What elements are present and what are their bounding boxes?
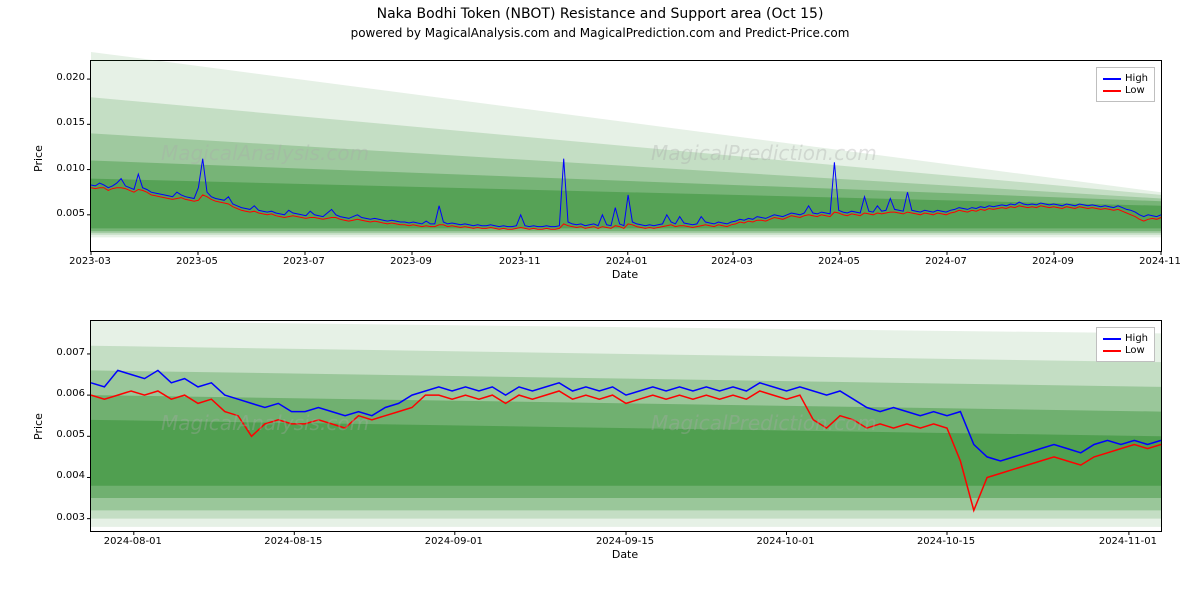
- legend-item-low: Low: [1103, 345, 1148, 356]
- chart-2-svg: [91, 321, 1161, 531]
- xtick-label: 2024-09: [1018, 256, 1088, 267]
- ytick-label: 0.005: [45, 429, 85, 440]
- xtick-label: 2024-08-01: [98, 536, 168, 547]
- ytick-label: 0.010: [45, 163, 85, 174]
- chart-1-xlabel: Date: [90, 268, 1160, 281]
- chart-2-plot-area: MagicalAnalysis.com MagicalPrediction.co…: [90, 320, 1162, 532]
- chart-1-legend: High Low: [1096, 67, 1155, 102]
- xtick-label: 2023-03: [55, 256, 125, 267]
- xtick-label: 2024-05: [804, 256, 874, 267]
- xtick-label: 2024-01: [592, 256, 662, 267]
- xtick-label: 2024-11: [1125, 256, 1195, 267]
- ytick-label: 0.020: [45, 72, 85, 83]
- chart-subtitle: powered by MagicalAnalysis.com and Magic…: [0, 26, 1200, 40]
- legend-item-high: High: [1103, 73, 1148, 84]
- legend-item-low: Low: [1103, 85, 1148, 96]
- xtick-label: 2024-10-15: [911, 536, 981, 547]
- xtick-label: 2023-05: [162, 256, 232, 267]
- xtick-label: 2024-11-01: [1093, 536, 1163, 547]
- ytick-label: 0.003: [45, 512, 85, 523]
- xtick-label: 2024-09-01: [419, 536, 489, 547]
- xtick-label: 2024-03: [697, 256, 767, 267]
- xtick-label: 2023-09: [376, 256, 446, 267]
- chart-2-ylabel: Price: [32, 413, 45, 440]
- xtick-label: 2023-11: [485, 256, 555, 267]
- ytick-label: 0.005: [45, 208, 85, 219]
- chart-2-xlabel: Date: [90, 548, 1160, 561]
- ytick-label: 0.015: [45, 117, 85, 128]
- ytick-label: 0.007: [45, 347, 85, 358]
- chart-title: Naka Bodhi Token (NBOT) Resistance and S…: [0, 6, 1200, 22]
- xtick-label: 2024-09-15: [590, 536, 660, 547]
- xtick-label: 2024-10-01: [751, 536, 821, 547]
- chart-1-svg: [91, 61, 1161, 251]
- legend-item-high: High: [1103, 333, 1148, 344]
- ytick-label: 0.006: [45, 388, 85, 399]
- ytick-label: 0.004: [45, 470, 85, 481]
- xtick-label: 2023-07: [269, 256, 339, 267]
- chart-1-plot-area: MagicalAnalysis.com MagicalPrediction.co…: [90, 60, 1162, 252]
- chart-1-ylabel: Price: [32, 145, 45, 172]
- chart-2-legend: High Low: [1096, 327, 1155, 362]
- xtick-label: 2024-07: [911, 256, 981, 267]
- xtick-label: 2024-08-15: [258, 536, 328, 547]
